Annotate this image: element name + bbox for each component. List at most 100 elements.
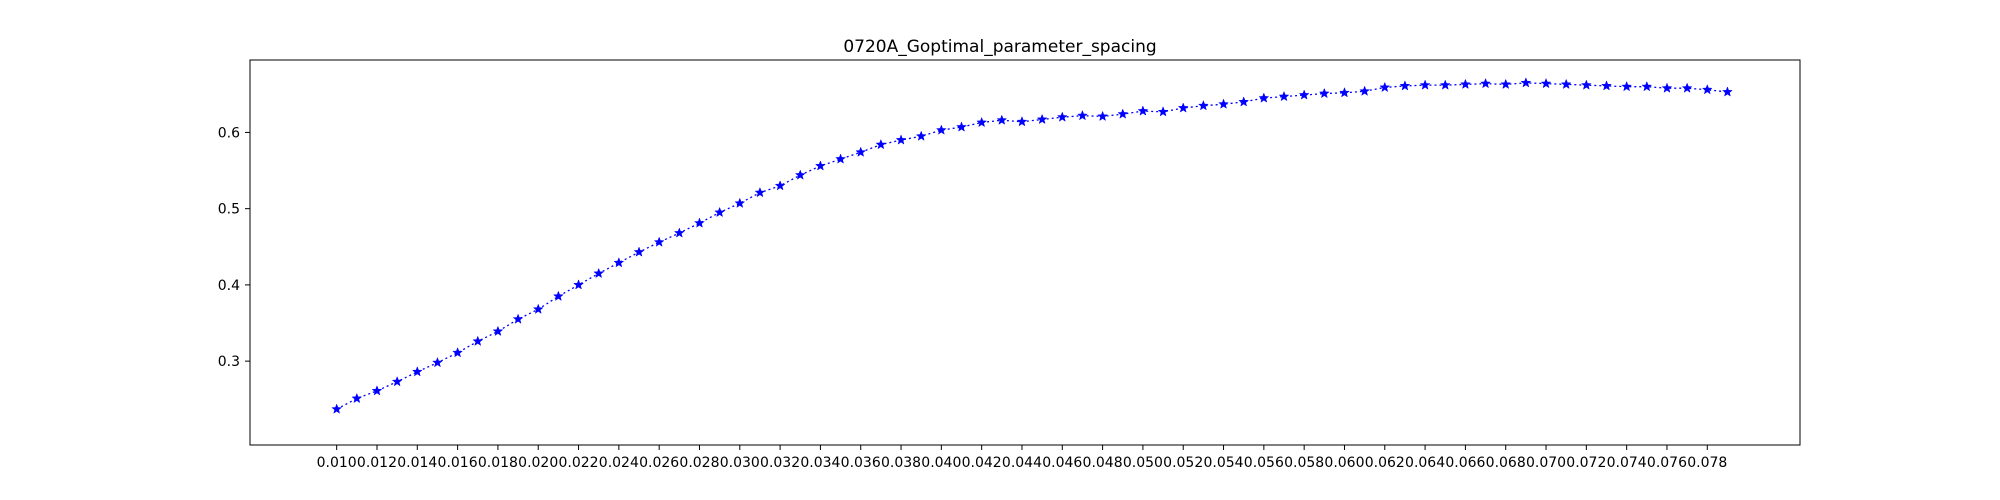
x-tick-label: 0.026 [639, 455, 679, 471]
x-tick-label: 0.020 [518, 455, 558, 471]
data-point-marker [714, 206, 726, 218]
data-point-marker [1520, 77, 1532, 88]
data-point-marker [754, 186, 766, 198]
x-tick-label: 0.014 [397, 455, 437, 471]
data-point-marker [1258, 92, 1270, 103]
data-point-marker [1722, 86, 1733, 97]
data-point-marker [1137, 105, 1149, 116]
x-tick-label: 0.058 [1284, 455, 1324, 471]
x-tick-label: 0.052 [1163, 455, 1203, 471]
data-point-marker [1318, 87, 1330, 99]
data-point-marker [1560, 78, 1572, 90]
data-point-marker [1056, 111, 1068, 122]
x-tick-label: 0.070 [1526, 455, 1566, 471]
data-point-marker [1621, 80, 1633, 92]
series-layer [331, 77, 1733, 414]
x-tick-label: 0.074 [1607, 455, 1647, 471]
y-tick-label: 0.5 [218, 202, 240, 218]
y-tick-label: 0.3 [218, 354, 240, 370]
x-tick-label: 0.076 [1647, 455, 1687, 471]
x-tick-label: 0.066 [1445, 455, 1485, 471]
data-point-marker [1177, 102, 1189, 113]
x-tick-label: 0.046 [1042, 455, 1082, 471]
x-tick-label: 0.036 [841, 455, 881, 471]
x-tick-label: 0.040 [921, 455, 961, 471]
data-point-marker [1117, 108, 1129, 119]
data-point-marker [1016, 116, 1028, 127]
x-tick-label: 0.062 [1365, 455, 1405, 471]
data-point-marker [976, 116, 988, 128]
data-point-marker [734, 197, 746, 208]
data-point-marker [1218, 98, 1229, 109]
data-point-marker [875, 138, 887, 150]
data-point-marker [613, 257, 625, 268]
data-point-marker [1540, 77, 1552, 89]
chart-title: 0720A_Goptimal_parameter_spacing [843, 37, 1156, 57]
plot-area-frame [249, 59, 1801, 446]
x-tick-label: 0.042 [962, 455, 1002, 471]
data-point-marker [1298, 89, 1310, 100]
data-point-marker [432, 356, 443, 368]
data-point-marker [351, 392, 363, 404]
y-axis: 0.3 0.4 0.5 0.6 [218, 125, 250, 370]
data-point-marker [492, 325, 504, 337]
x-axis: 0.010 0.012 0.014 0.016 0.018 0.020 0.022 0.024… [317, 445, 1727, 471]
data-point-marker [794, 169, 806, 180]
data-point-marker [1480, 77, 1491, 89]
data-point-marker [633, 246, 645, 257]
x-tick-label: 0.068 [1486, 455, 1526, 471]
data-point-marker [1580, 79, 1592, 90]
data-point-marker [1157, 106, 1169, 117]
x-tick-label: 0.034 [800, 455, 840, 471]
data-point-marker [1459, 78, 1471, 90]
data-point-marker [1339, 87, 1350, 98]
data-point-marker [673, 227, 685, 238]
y-tick-label: 0.4 [218, 278, 240, 294]
data-point-marker [1036, 113, 1048, 125]
data-point-marker [895, 134, 907, 145]
x-tick-label: 0.054 [1203, 455, 1243, 471]
x-tick-label: 0.078 [1687, 455, 1727, 471]
data-point-marker [855, 146, 867, 157]
x-tick-label: 0.048 [1083, 455, 1123, 471]
data-point-marker [1500, 78, 1512, 90]
x-tick-label: 0.030 [720, 455, 760, 471]
data-point-marker [1601, 80, 1612, 91]
data-point-marker [411, 366, 423, 377]
data-point-marker [1419, 79, 1431, 90]
x-tick-label: 0.044 [1002, 455, 1042, 471]
data-point-marker [593, 267, 605, 279]
data-point-marker [935, 124, 947, 135]
x-tick-label: 0.018 [478, 455, 518, 471]
data-point-marker [472, 335, 484, 346]
x-tick-label: 0.060 [1324, 455, 1364, 471]
data-point-marker [1278, 90, 1290, 102]
data-point-marker [1641, 80, 1653, 92]
data-point-marker [1097, 110, 1109, 122]
x-tick-label: 0.032 [760, 455, 800, 471]
data-point-marker [552, 290, 564, 301]
x-tick-label: 0.022 [558, 455, 598, 471]
data-point-marker [1077, 109, 1088, 121]
data-point-marker [774, 180, 786, 191]
x-tick-label: 0.010 [317, 455, 357, 471]
data-point-marker [573, 279, 584, 290]
data-point-marker [331, 403, 343, 414]
data-point-marker [452, 347, 464, 358]
x-tick-label: 0.028 [679, 455, 719, 471]
x-tick-label: 0.024 [599, 455, 639, 471]
data-point-marker [694, 217, 705, 228]
data-point-marker [915, 130, 927, 141]
data-point-marker [1681, 82, 1693, 93]
data-point-marker [835, 153, 847, 164]
data-point-marker [1439, 79, 1451, 90]
data-point-marker [1661, 82, 1673, 93]
data-point-marker [1379, 81, 1391, 93]
x-tick-label: 0.012 [357, 455, 397, 471]
data-point-marker [391, 376, 403, 387]
series-line [336, 82, 1728, 410]
data-point-marker [1197, 100, 1209, 111]
data-point-marker [512, 313, 524, 324]
data-point-marker [1359, 85, 1371, 96]
